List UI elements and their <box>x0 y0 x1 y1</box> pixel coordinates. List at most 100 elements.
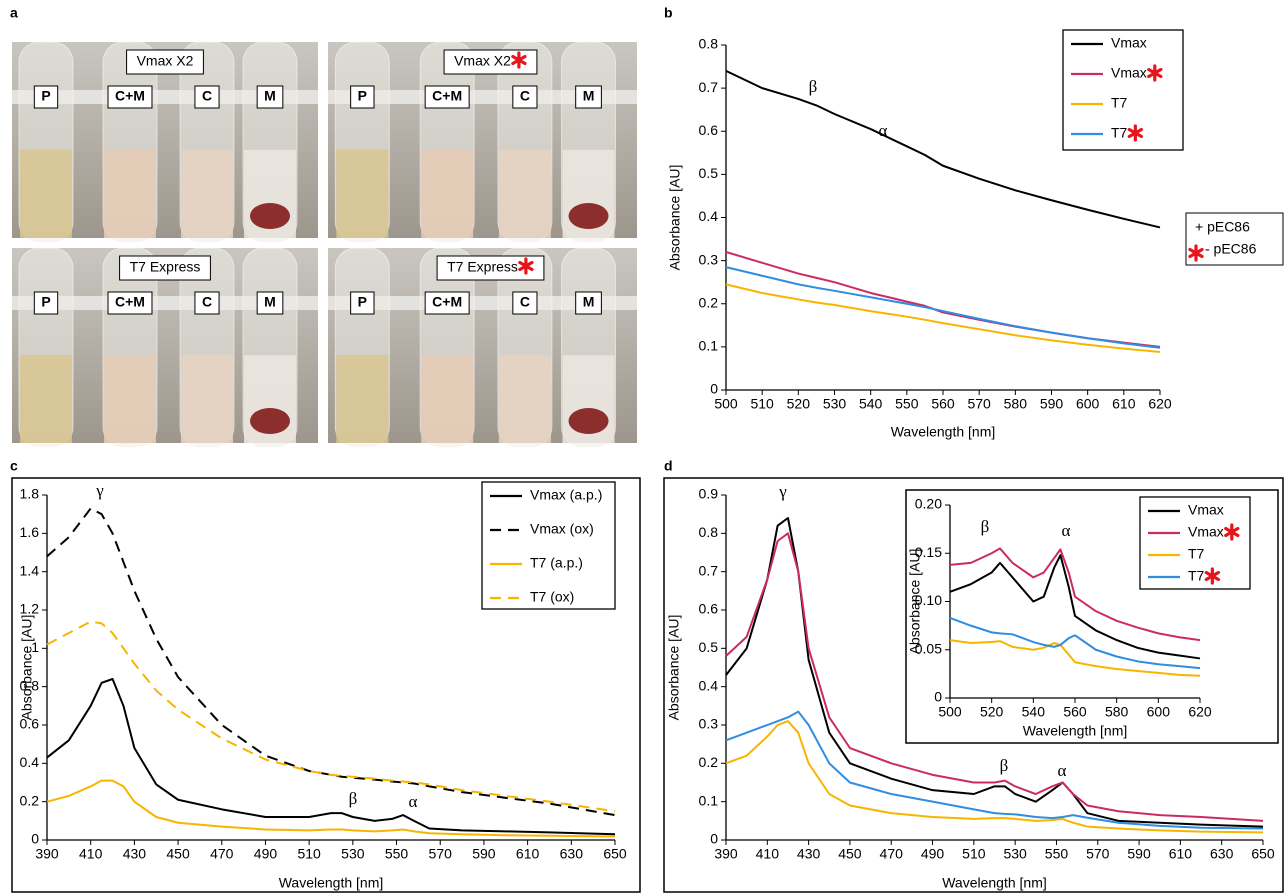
tube-label-box <box>350 85 375 109</box>
tube-label-box <box>424 291 470 315</box>
x-tick-label: 560 <box>1063 704 1087 720</box>
y-tick-label: 0.4 <box>699 677 719 693</box>
x-tick-label: 590 <box>472 846 496 862</box>
tube-label: M <box>264 88 276 104</box>
annotation: γ <box>95 481 104 500</box>
tube-liquid <box>181 355 233 443</box>
legend-label: Vmax <box>1188 502 1224 518</box>
legend-label: T7 <box>1111 125 1128 141</box>
y-tick-label: 0.6 <box>699 601 719 617</box>
y-tick-label: 0 <box>31 831 39 847</box>
x-tick-label: 550 <box>1045 846 1069 862</box>
y-tick-label: 0.7 <box>699 562 719 578</box>
key-label: - pEC86 <box>1205 241 1257 257</box>
x-tick-label: 540 <box>859 396 883 412</box>
y-tick-label: 1.2 <box>20 601 40 617</box>
y-tick-label: 1.6 <box>20 524 40 540</box>
y-tick-label: 0.05 <box>915 640 942 656</box>
x-axis-label: Wavelength [nm] <box>891 424 996 440</box>
x-tick-label: 390 <box>35 846 59 862</box>
photo-title-box <box>119 255 211 281</box>
x-tick-label: 610 <box>1112 396 1136 412</box>
key-box <box>1185 212 1284 266</box>
x-tick-label: 630 <box>1210 846 1234 862</box>
x-tick-label: 520 <box>980 704 1004 720</box>
rack <box>12 296 318 310</box>
series-line <box>949 547 1201 642</box>
tube-liquid <box>20 355 72 443</box>
tube-label: P <box>358 294 367 310</box>
x-tick-label: 600 <box>1076 396 1100 412</box>
tube-label: C <box>520 294 530 310</box>
y-tick-label: 0.3 <box>699 716 719 732</box>
x-tick-label: 630 <box>560 846 584 862</box>
x-tick-label: 570 <box>429 846 453 862</box>
tube-liquid <box>104 149 156 238</box>
tube-label: P <box>358 88 367 104</box>
legend-label: Vmax <box>1111 65 1147 81</box>
series-line <box>46 620 616 813</box>
x-tick-label: 620 <box>1188 704 1212 720</box>
y-axis-label: Absorbance [AU] <box>667 165 683 271</box>
photo-title: T7 Express <box>130 259 201 275</box>
y-tick-label: 0 <box>710 831 718 847</box>
x-tick-label: 530 <box>1003 846 1027 862</box>
y-tick-label: 0.3 <box>699 251 719 267</box>
red-star <box>1147 64 1163 82</box>
x-tick-label: 510 <box>750 396 774 412</box>
x-tick-label: 580 <box>1105 704 1129 720</box>
tube-liquid <box>336 149 389 238</box>
annotation: β <box>809 77 818 96</box>
x-axis-label: Wavelength [nm] <box>279 875 384 891</box>
x-tick-label: 570 <box>967 396 991 412</box>
y-tick-label: 0.9 <box>699 486 719 502</box>
panel-frame <box>11 477 641 893</box>
tube-liquid <box>336 355 389 443</box>
x-tick-label: 610 <box>1169 846 1193 862</box>
x-tick-label: 530 <box>823 396 847 412</box>
x-tick-label: 390 <box>714 846 738 862</box>
y-tick-label: 0 <box>934 689 942 705</box>
x-tick-label: 600 <box>1147 704 1171 720</box>
x-tick-label: 500 <box>938 704 962 720</box>
series-line <box>949 554 1201 660</box>
x-tick-label: 550 <box>895 396 919 412</box>
annotation: β <box>981 517 990 536</box>
tube-label-box <box>194 85 220 109</box>
series-line <box>725 720 1264 834</box>
y-tick-label: 0.15 <box>915 544 942 560</box>
y-tick-label: 0.10 <box>915 592 942 608</box>
tube-liquid <box>498 149 551 238</box>
y-axis-label: Absorbance [AU] <box>666 615 682 721</box>
tube-label-box <box>256 291 284 315</box>
panel-label: b <box>664 5 673 21</box>
y-tick-label: 0.8 <box>20 677 40 693</box>
legend-box <box>1139 496 1251 590</box>
tube-liquid <box>498 355 551 443</box>
legend-box <box>1062 29 1184 151</box>
legend-label: T7 <box>1188 568 1205 584</box>
series-line <box>725 532 1264 822</box>
red-star <box>1127 124 1144 142</box>
tube-label: C+M <box>115 294 145 310</box>
y-tick-label: 0 <box>710 381 718 397</box>
x-tick-label: 610 <box>516 846 540 862</box>
x-tick-label: 530 <box>341 846 365 862</box>
annotation: α <box>409 792 418 811</box>
tube-label: C <box>520 88 530 104</box>
red-star <box>1188 244 1204 262</box>
key-label: + pEC86 <box>1195 219 1250 235</box>
panel-frame <box>663 477 1284 893</box>
red-star <box>1224 523 1240 541</box>
series-line <box>725 69 1161 229</box>
annotation: β <box>349 789 358 808</box>
x-tick-label: 450 <box>838 846 862 862</box>
tube-label: C <box>202 88 212 104</box>
x-tick-label: 650 <box>603 846 627 862</box>
photo-title: T7 Express <box>447 259 518 275</box>
x-tick-label: 540 <box>1022 704 1046 720</box>
tube-label-box <box>194 291 220 315</box>
x-tick-label: 470 <box>210 846 234 862</box>
x-tick-label: 430 <box>797 846 821 862</box>
